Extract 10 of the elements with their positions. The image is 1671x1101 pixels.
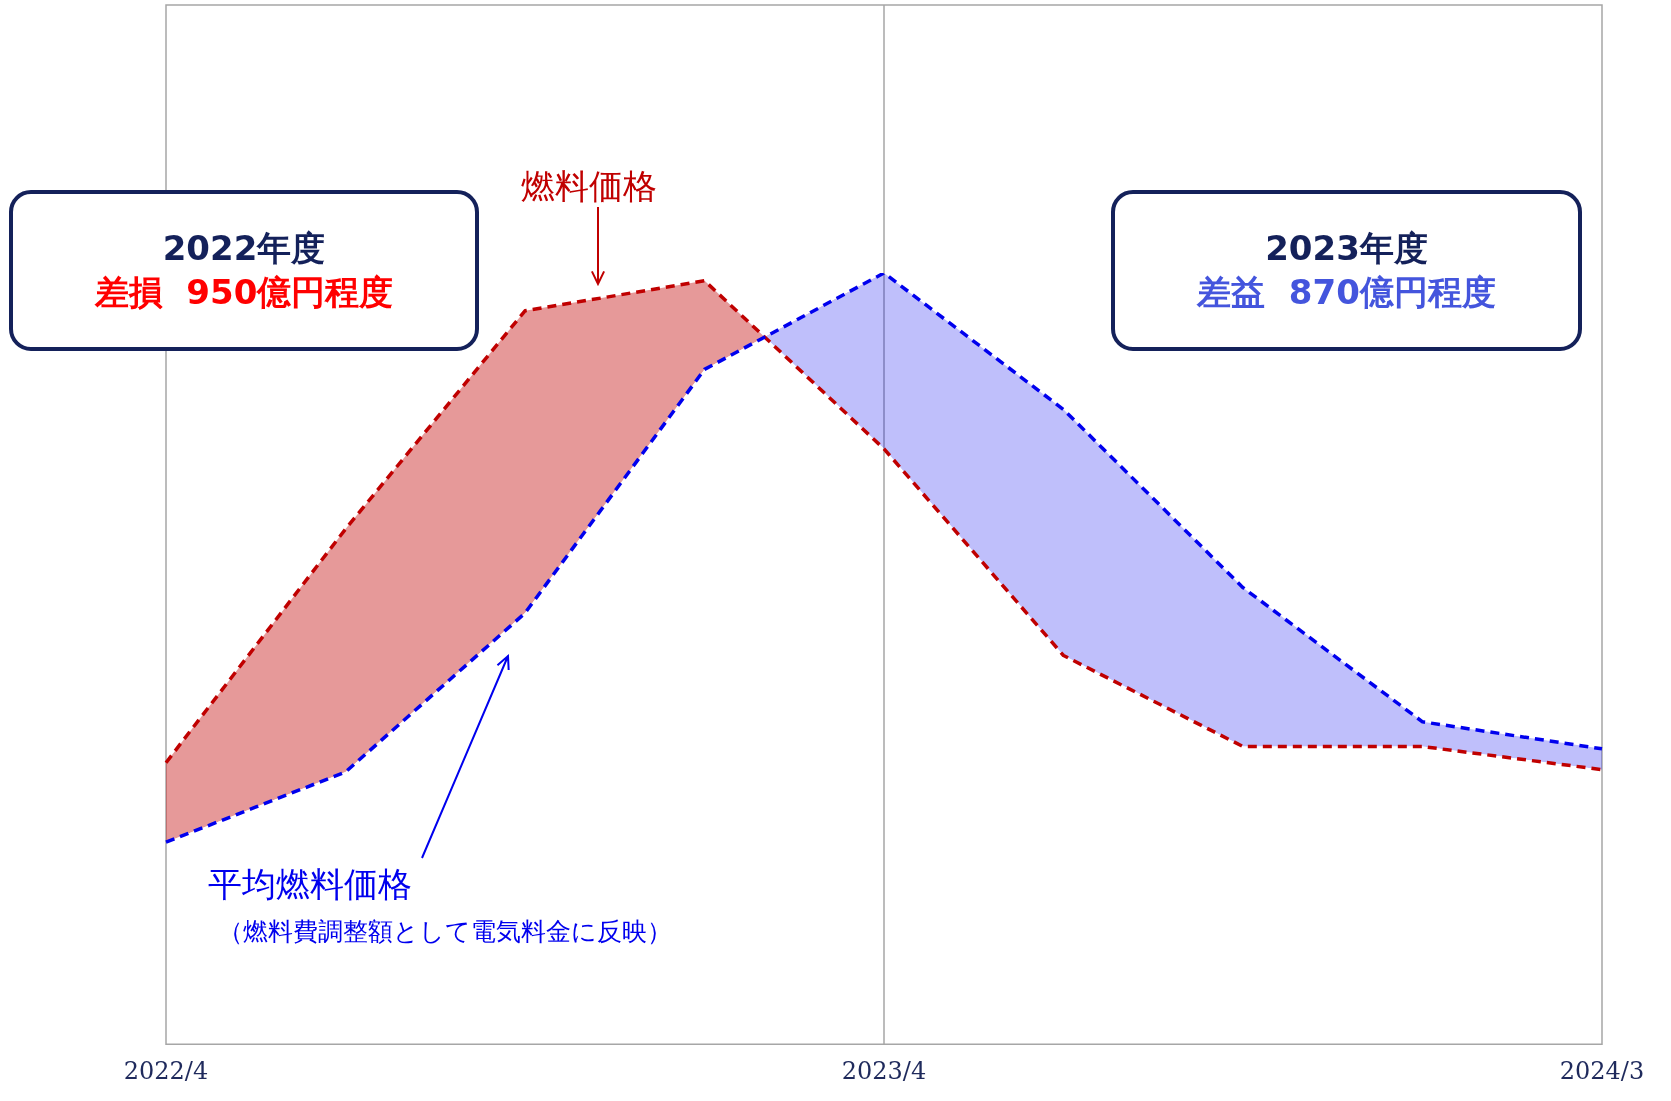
x-tick-label: 2023/4 (841, 1056, 927, 1085)
note-box: 2023年度 差益 870億円程度 (1111, 190, 1582, 351)
text: 燃料価格 (521, 165, 657, 208)
series-label: 平均燃料価格 (208, 863, 412, 906)
x-tick-label: 2022/4 (123, 1056, 209, 1085)
annotation: 差損 950億円程度 (93, 271, 395, 314)
x-tick-label: 2024/3 (1559, 1056, 1645, 1085)
annotation: 差益 870億円程度 (1195, 271, 1497, 314)
annotation: （燃料費調整額として電気料金に反映） (218, 916, 672, 948)
note-box: 2022年度 差損 950億円程度 (9, 190, 479, 351)
